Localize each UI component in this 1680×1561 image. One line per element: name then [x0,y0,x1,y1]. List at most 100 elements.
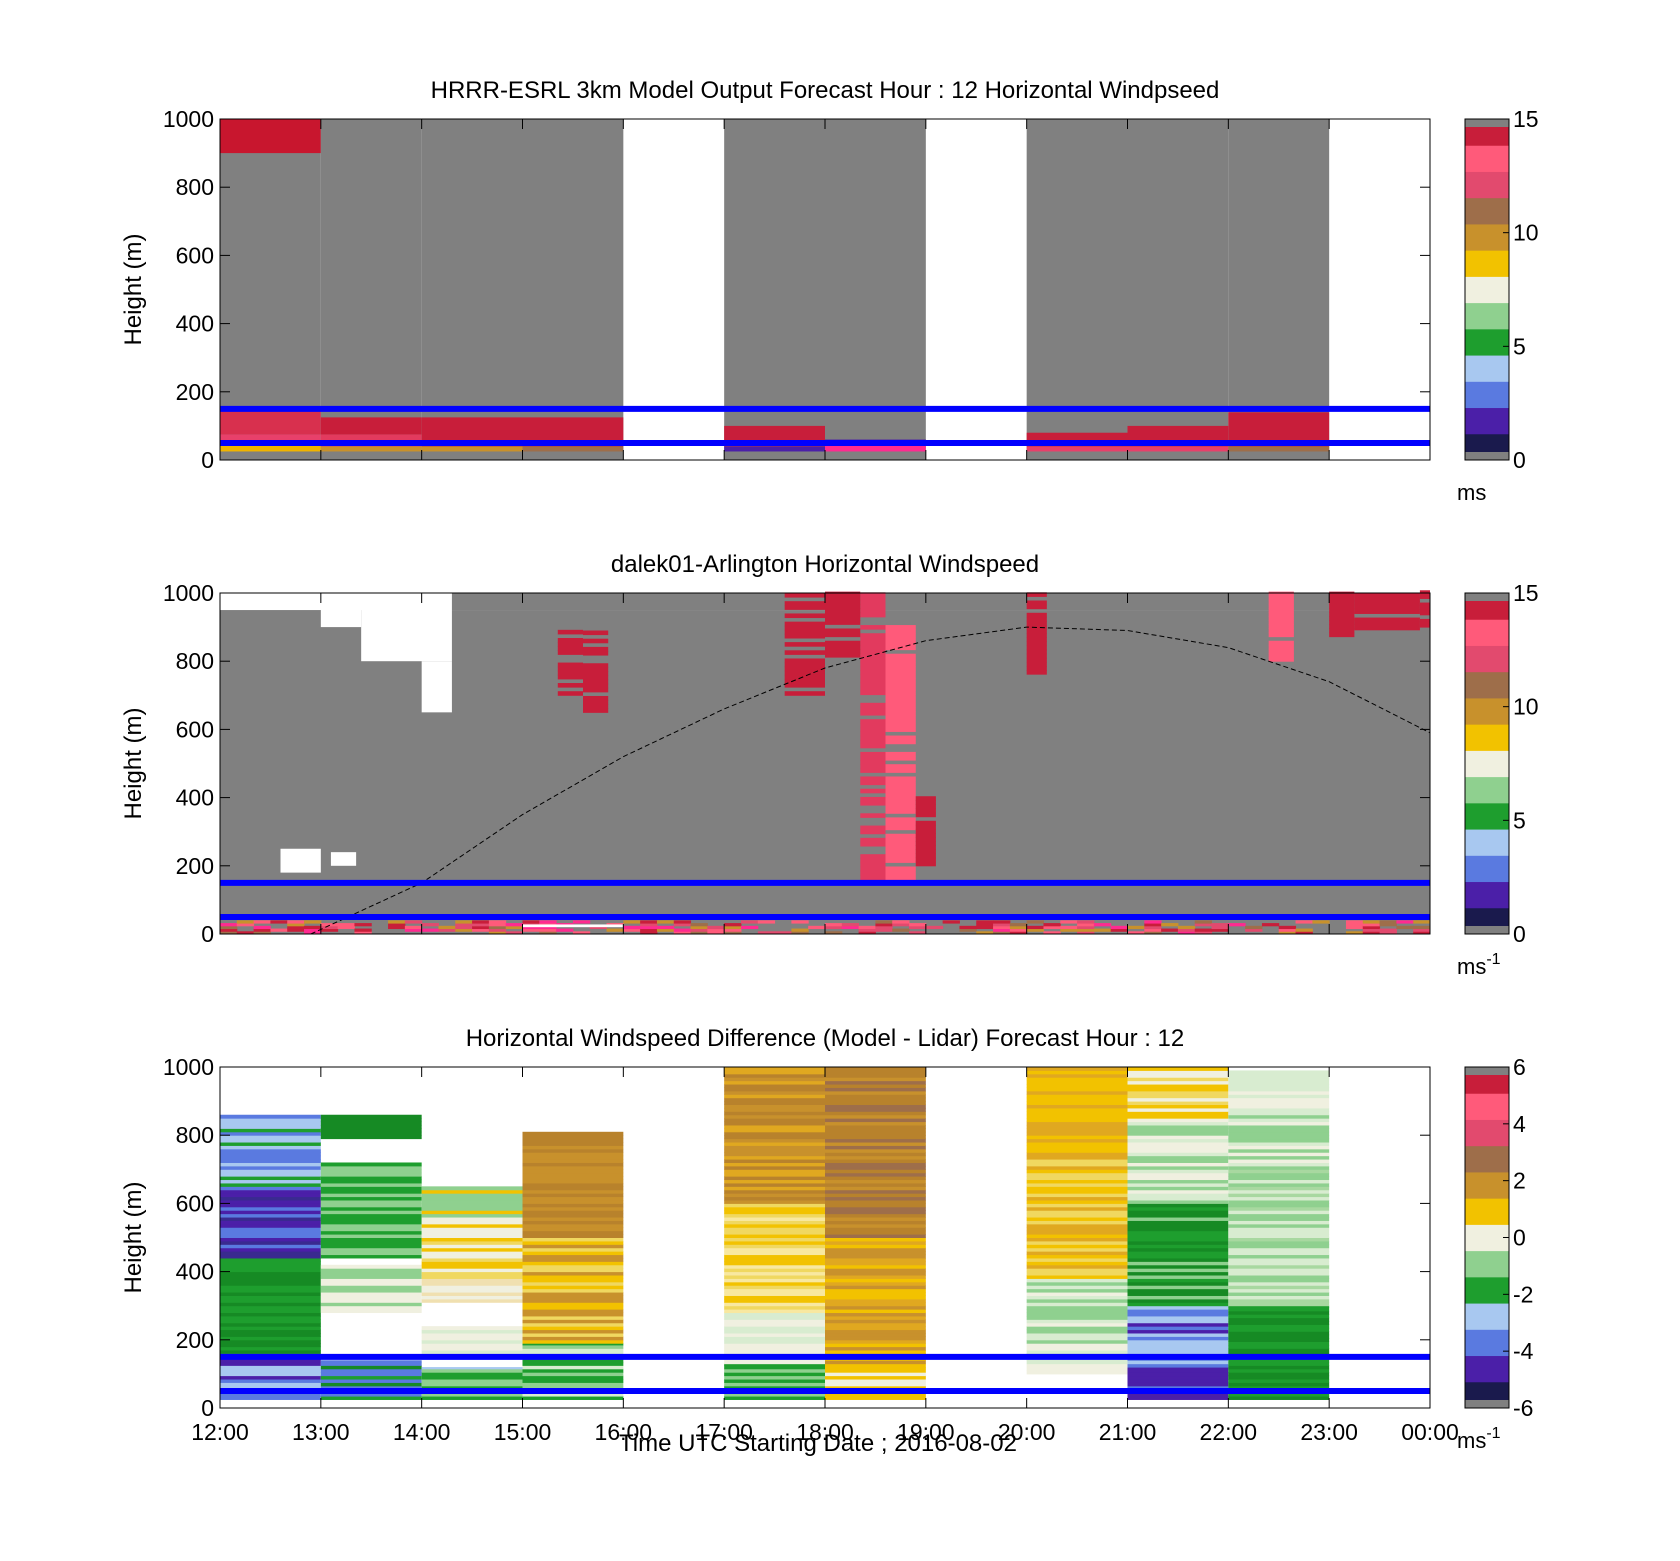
diff-cell [220,1326,321,1331]
x-tick-label: 22:00 [1200,1419,1258,1445]
wind-cell [583,679,609,685]
wind-cell [1268,599,1294,605]
diff-cell [522,1312,624,1317]
diff-cell [1228,1341,1330,1346]
wind-cell [640,923,658,927]
wind-cell [220,923,238,927]
wind-cell [690,928,708,932]
diff-cell [421,1368,523,1373]
diff-cell [522,1186,624,1191]
diff-cell [522,1210,624,1215]
wind-cell [1026,592,1047,597]
wind-cell [885,792,916,798]
wind-cell [572,931,591,935]
panel-windspeed-difference: Horizontal Windspeed Difference (Model -… [120,1025,1534,1453]
wind-cell [784,601,825,606]
diff-cell [1127,1220,1229,1225]
wind-cell [488,931,507,935]
wind-cell [860,862,886,867]
diff-cell [1127,1285,1229,1290]
wind-cell [1211,923,1229,927]
diff-cell [724,1292,825,1296]
diff-cell [320,1264,422,1269]
wind-cell [1026,928,1044,932]
diff-cell [522,1142,624,1146]
wind-cell [885,805,916,810]
wind-cell [885,817,916,822]
diff-cell [825,1385,926,1390]
diff-cell [724,1275,825,1279]
wind-cell [976,923,994,927]
diff-cell [724,1261,825,1266]
wind-cell [673,928,692,932]
diff-cell [825,1227,926,1232]
diff-cell [220,1372,321,1377]
diff-cell [522,1365,624,1370]
wind-cell [1329,612,1355,617]
diff-cell [1228,1199,1330,1204]
diff-cell [1026,1210,1128,1215]
wind-cell [583,646,609,652]
diff-cell [724,1124,825,1129]
wind-cell [707,928,725,932]
no-return-cell [421,661,452,713]
diff-cell [1127,1142,1229,1146]
wind-cell [993,928,1011,932]
wind-cell [1026,633,1047,638]
wind-cell [860,858,886,863]
wind-cell [388,920,406,924]
diff-cell [220,1199,321,1204]
wind-cell [505,925,523,930]
wind-cell [253,925,271,930]
diff-cell [522,1251,624,1256]
wind-cell [1110,928,1128,932]
wind-cell [784,629,825,635]
diff-cell [1228,1307,1330,1312]
wind-cell [606,928,624,932]
colorbar-segment [1465,1303,1509,1330]
diff-cell [1228,1278,1330,1283]
diff-cell [1127,1169,1229,1174]
wind-cell [656,920,675,924]
wind-cell [1194,920,1213,924]
diff-cell [825,1396,926,1400]
diff-cell [522,1234,624,1238]
wind-cell [885,821,916,827]
wind-cell [1329,624,1355,629]
diff-cell [1228,1288,1330,1293]
wind-cell [539,920,557,924]
wind-cell [860,866,886,872]
wind-cell [915,824,936,830]
diff-cell [522,1309,624,1314]
wind-cell [825,628,861,634]
diff-cell [421,1271,523,1276]
wind-cell [860,649,886,655]
colorbar-unit: ms-1 [1457,951,1501,979]
diff-cell [825,1070,926,1075]
diff-cell [1026,1107,1128,1112]
diff-cell [1228,1254,1330,1259]
wind-cell [724,928,742,932]
diff-cell [320,1193,422,1198]
diff-cell [220,1148,321,1153]
wind-cell [959,928,977,932]
wind-cell [784,613,825,619]
wind-cell [673,920,692,924]
wind-cell [858,931,876,935]
diff-cell [1228,1268,1330,1273]
diff-cell [1127,1336,1229,1341]
diff-cell [1127,1087,1229,1092]
wind-cell [1110,925,1128,930]
wind-cell [885,788,916,794]
diff-cell [1026,1261,1128,1266]
diff-cell [320,1223,422,1228]
diff-cell [825,1332,926,1337]
wind-cell [236,931,255,935]
diff-cell [1228,1372,1330,1377]
diff-cell [724,1176,825,1181]
diff-cell [522,1179,624,1184]
wind-cell [885,784,916,790]
diff-cell [320,1361,422,1366]
diff-cell [522,1339,624,1344]
diff-cell [522,1368,624,1373]
